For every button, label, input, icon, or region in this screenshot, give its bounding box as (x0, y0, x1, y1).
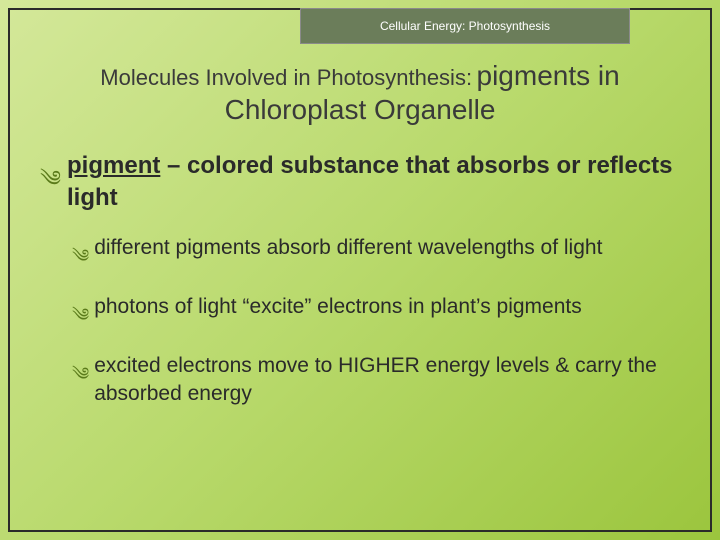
slide-title: Molecules Involved in Photosynthesis: pi… (50, 60, 670, 126)
swirl-bullet-icon: ༄ (40, 154, 61, 216)
bullet-level-2: ༄ photons of light “excite” electrons in… (72, 293, 680, 346)
sub-bullet-1: different pigments absorb different wave… (94, 234, 602, 262)
swirl-bullet-icon: ༄ (72, 296, 89, 346)
bullet-level-1: ༄ pigment – colored substance that absor… (40, 150, 680, 216)
bullet-level-2: ༄ different pigments absorb different wa… (72, 234, 680, 287)
term-pigment: pigment (67, 152, 160, 179)
slide-body: ༄ pigment – colored substance that absor… (40, 150, 680, 415)
swirl-bullet-icon: ༄ (72, 355, 89, 405)
title-emphasis: pigments in (477, 60, 620, 91)
slide-header-tab: Cellular Energy: Photosynthesis (300, 8, 630, 44)
bullet-level-2: ༄ excited electrons move to HIGHER energ… (72, 352, 680, 409)
header-text: Cellular Energy: Photosynthesis (380, 19, 550, 33)
title-line-2: Chloroplast Organelle (50, 94, 670, 126)
bullet-main-text: pigment – colored substance that absorbs… (67, 150, 680, 215)
title-prefix: Molecules Involved in Photosynthesis: (100, 65, 472, 90)
swirl-bullet-icon: ༄ (72, 237, 89, 287)
title-line-1: Molecules Involved in Photosynthesis: pi… (50, 60, 670, 92)
sub-bullet-2: photons of light “excite” electrons in p… (94, 293, 582, 321)
sub-bullet-3: excited electrons move to HIGHER energy … (94, 352, 680, 409)
